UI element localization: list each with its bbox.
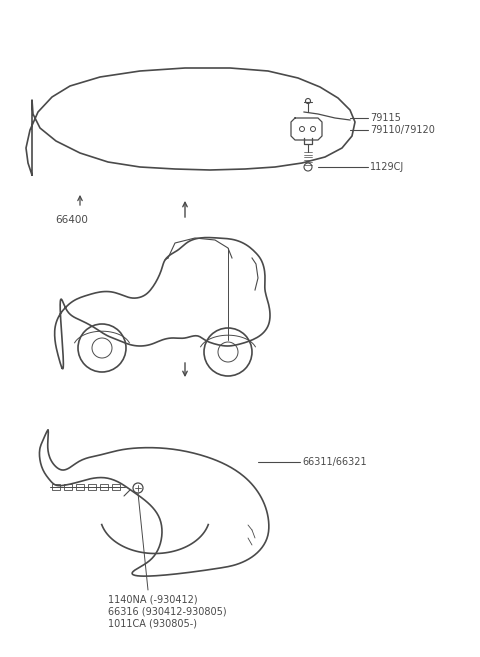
Text: 79115: 79115 [370, 113, 401, 123]
Text: 1129CJ: 1129CJ [370, 162, 404, 172]
Text: 1140NA (-930412): 1140NA (-930412) [108, 595, 198, 605]
Text: 79110/79120: 79110/79120 [370, 125, 435, 135]
Text: 66400: 66400 [55, 215, 88, 225]
Bar [52, 484, 60, 490]
Bar [76, 484, 84, 490]
Text: 66316 (930412-930805): 66316 (930412-930805) [108, 607, 227, 617]
Bar [112, 484, 120, 490]
Bar [64, 484, 72, 490]
Text: 1011CA (930805-): 1011CA (930805-) [108, 619, 197, 629]
Bar [100, 484, 108, 490]
Bar [88, 484, 96, 490]
Text: 66311/66321: 66311/66321 [302, 457, 367, 467]
